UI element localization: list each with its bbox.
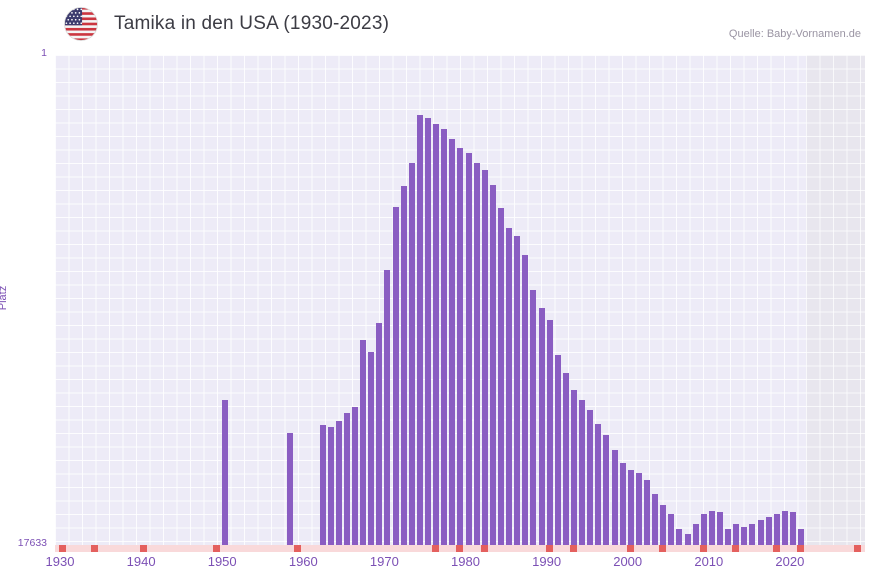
rank-bar-1981[interactable] bbox=[473, 163, 480, 545]
no-data-zone bbox=[806, 55, 865, 545]
unranked-year-marker bbox=[659, 545, 667, 552]
rank-bar-1990[interactable] bbox=[546, 320, 553, 545]
rank-bar-2011[interactable] bbox=[716, 512, 723, 545]
rank-bar-2003[interactable] bbox=[652, 494, 658, 545]
rank-bar-2010[interactable] bbox=[708, 511, 715, 545]
rank-bar-1986[interactable] bbox=[514, 236, 521, 545]
rank-bar-1963[interactable] bbox=[327, 426, 334, 545]
rank-bar-1989[interactable] bbox=[538, 308, 545, 545]
rank-bar-2002[interactable] bbox=[643, 480, 650, 545]
unranked-year-marker bbox=[91, 545, 99, 552]
y-axis-tick-bottom: 17633 bbox=[17, 537, 47, 549]
rank-bar-2021[interactable] bbox=[798, 529, 804, 545]
rank-bar-2017[interactable] bbox=[765, 517, 772, 545]
rank-bar-1971[interactable] bbox=[392, 207, 399, 545]
rank-bar-2000[interactable] bbox=[627, 470, 634, 545]
unranked-year-marker bbox=[59, 545, 66, 552]
unranked-year-marker bbox=[432, 545, 440, 552]
y-axis-tick-top: 1 bbox=[41, 47, 47, 59]
rank-bar-1999[interactable] bbox=[619, 463, 626, 545]
x-tick-label-2000: 2000 bbox=[613, 554, 643, 569]
x-tick-label-1930: 1930 bbox=[45, 554, 75, 569]
rank-bar-1979[interactable] bbox=[457, 148, 464, 545]
rank-bar-2005[interactable] bbox=[668, 514, 675, 545]
rank-bar-1974[interactable] bbox=[416, 115, 423, 545]
rank-bar-1983[interactable] bbox=[489, 185, 496, 545]
rank-bar-1972[interactable] bbox=[400, 186, 407, 545]
unranked-year-marker bbox=[213, 545, 221, 552]
rank-bar-2004[interactable] bbox=[660, 505, 667, 545]
unranked-year-marker bbox=[569, 545, 577, 552]
rank-bar-1970[interactable] bbox=[384, 270, 391, 545]
us-flag-icon bbox=[64, 7, 98, 41]
x-tick-label-1990: 1990 bbox=[532, 554, 562, 569]
x-tick-label-1980: 1980 bbox=[451, 554, 480, 569]
rank-bar-1991[interactable] bbox=[554, 355, 561, 545]
chart-title: Tamika in den USA (1930-2023) bbox=[114, 13, 390, 34]
unranked-year-marker bbox=[732, 545, 740, 552]
source-label: Quelle: Baby-Vornamen.de bbox=[728, 28, 861, 40]
unranked-year-marker bbox=[480, 545, 488, 552]
plot-area bbox=[55, 55, 865, 545]
rank-bar-2018[interactable] bbox=[773, 514, 780, 545]
rank-bar-1985[interactable] bbox=[506, 228, 512, 545]
unranked-year-marker bbox=[853, 545, 861, 552]
unranked-year-marker bbox=[797, 545, 804, 552]
x-tick-label-1940: 1940 bbox=[126, 554, 156, 569]
rank-bar-1984[interactable] bbox=[497, 208, 504, 545]
rank-bar-1982[interactable] bbox=[481, 170, 488, 545]
unranked-year-marker bbox=[456, 545, 464, 552]
rank-bar-1973[interactable] bbox=[408, 163, 415, 545]
rank-bar-2009[interactable] bbox=[700, 514, 707, 545]
rank-bar-2019[interactable] bbox=[781, 511, 788, 545]
rank-bar-1969[interactable] bbox=[376, 323, 383, 545]
rank-bar-1992[interactable] bbox=[562, 373, 569, 545]
rank-bar-1977[interactable] bbox=[441, 128, 448, 545]
rank-bar-2006[interactable] bbox=[676, 529, 683, 545]
rank-bar-1980[interactable] bbox=[465, 153, 472, 545]
rank-bar-1966[interactable] bbox=[352, 407, 358, 545]
x-tick-label-2020: 2020 bbox=[775, 554, 805, 569]
rank-bar-2008[interactable] bbox=[692, 524, 699, 545]
rank-bar-1975[interactable] bbox=[424, 118, 431, 545]
x-tick-label-2010: 2010 bbox=[694, 554, 724, 569]
rank-bar-1968[interactable] bbox=[368, 352, 375, 545]
y-axis-title: Platz bbox=[0, 285, 10, 311]
x-tick-label-1960: 1960 bbox=[288, 554, 318, 569]
unranked-year-marker bbox=[140, 545, 148, 552]
rank-bar-1998[interactable] bbox=[611, 450, 618, 545]
rank-bar-2013[interactable] bbox=[733, 524, 740, 545]
rank-bar-2015[interactable] bbox=[749, 524, 756, 545]
rank-bar-1958[interactable] bbox=[287, 432, 294, 545]
rank-bar-2016[interactable] bbox=[757, 520, 764, 545]
rank-bar-2012[interactable] bbox=[725, 529, 731, 545]
unranked-year-marker bbox=[772, 545, 780, 552]
rank-bar-1978[interactable] bbox=[449, 138, 456, 545]
rank-bar-2007[interactable] bbox=[684, 534, 691, 545]
unranked-year-marker bbox=[545, 545, 553, 552]
rank-bar-1965[interactable] bbox=[343, 412, 350, 545]
rank-bar-1996[interactable] bbox=[595, 424, 602, 545]
rank-bar-2020[interactable] bbox=[789, 512, 796, 545]
axis-strip bbox=[55, 545, 865, 552]
rank-bar-1967[interactable] bbox=[360, 340, 367, 545]
rank-bar-1994[interactable] bbox=[579, 400, 585, 545]
unranked-year-marker bbox=[699, 545, 707, 552]
rank-bar-2014[interactable] bbox=[741, 527, 748, 545]
rank-bar-1976[interactable] bbox=[433, 123, 440, 545]
rank-bar-1993[interactable] bbox=[570, 390, 577, 545]
rank-bar-1988[interactable] bbox=[530, 290, 537, 545]
rank-bar-1987[interactable] bbox=[522, 255, 529, 545]
x-tick-label-1970: 1970 bbox=[369, 554, 399, 569]
rank-bar-1997[interactable] bbox=[603, 435, 610, 545]
unranked-year-marker bbox=[626, 545, 634, 552]
rank-bar-1995[interactable] bbox=[587, 410, 594, 545]
x-tick-label-1950: 1950 bbox=[207, 554, 237, 569]
x-axis-labels: 1930 1940 1950 1960 1970 1980 1990 2000 2010 2020 bbox=[46, 551, 865, 573]
rank-bar-1962[interactable] bbox=[319, 424, 326, 545]
rank-bar-1964[interactable] bbox=[335, 421, 342, 545]
rank-bar-2001[interactable] bbox=[635, 473, 642, 545]
rank-bar-1950[interactable] bbox=[222, 400, 229, 545]
unranked-year-marker bbox=[294, 545, 302, 552]
